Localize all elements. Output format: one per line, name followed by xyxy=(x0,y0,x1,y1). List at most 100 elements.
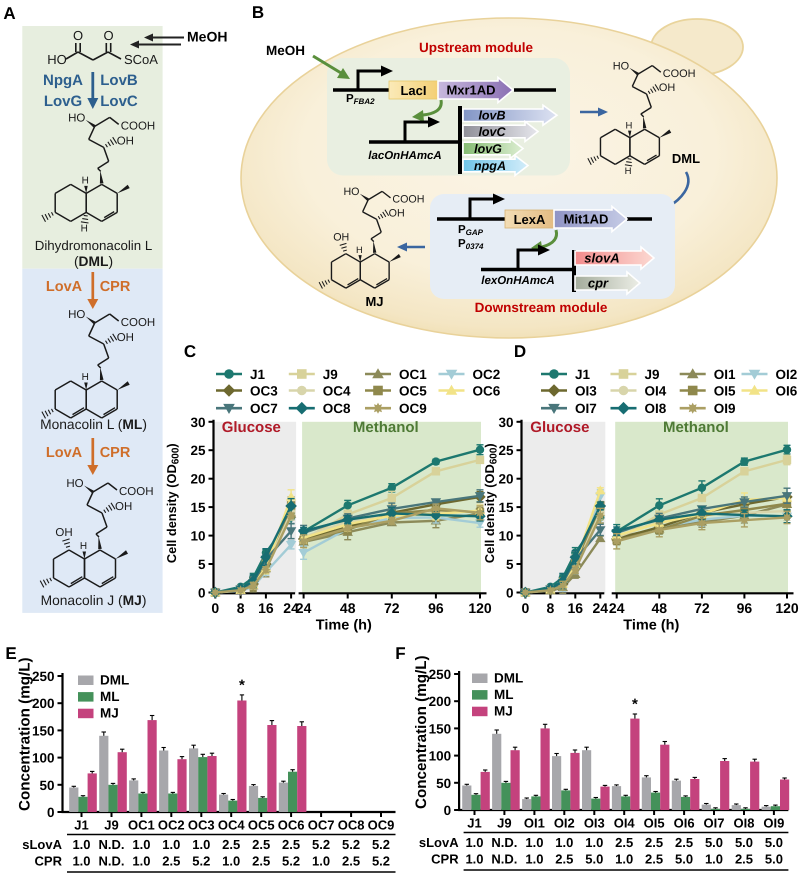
svg-text:OC8: OC8 xyxy=(338,818,365,833)
svg-text:OH: OH xyxy=(117,135,134,147)
svg-text:OC4: OC4 xyxy=(218,818,246,833)
svg-text:0: 0 xyxy=(444,803,452,818)
svg-text:sLovA: sLovA xyxy=(22,837,62,852)
svg-text:16: 16 xyxy=(568,600,584,616)
svg-text:OC3: OC3 xyxy=(250,384,278,399)
svg-text:5.0: 5.0 xyxy=(675,852,693,867)
svg-text:Glucose: Glucose xyxy=(222,419,281,436)
svg-text:OC6: OC6 xyxy=(278,818,305,833)
svg-text:O: O xyxy=(103,28,113,43)
svg-text:DML: DML xyxy=(672,151,700,166)
svg-text:MJ: MJ xyxy=(494,704,513,719)
svg-text:24: 24 xyxy=(283,600,299,616)
svg-text:OH: OH xyxy=(389,208,405,219)
svg-text:OC7: OC7 xyxy=(250,401,278,416)
svg-text:Time (h): Time (h) xyxy=(623,618,679,634)
svg-text:0: 0 xyxy=(47,805,55,820)
svg-text:5: 5 xyxy=(506,557,514,572)
svg-text:120: 120 xyxy=(775,600,799,616)
svg-text:72: 72 xyxy=(694,600,710,616)
svg-text:1.0: 1.0 xyxy=(615,852,633,867)
svg-text:P0374: P0374 xyxy=(458,238,484,251)
svg-text:F: F xyxy=(395,644,405,663)
svg-text:J1: J1 xyxy=(575,367,591,382)
svg-text:1.0: 1.0 xyxy=(162,837,180,852)
svg-text:Concentration (mg/L): Concentration (mg/L) xyxy=(413,655,430,809)
svg-text:OI5: OI5 xyxy=(714,384,736,399)
svg-text:Methanol: Methanol xyxy=(663,419,729,436)
svg-text:H: H xyxy=(625,166,632,176)
svg-text:OI7: OI7 xyxy=(704,816,725,831)
svg-text:OI6: OI6 xyxy=(776,384,798,399)
svg-text:Monacolin J (MJ): Monacolin J (MJ) xyxy=(41,593,147,608)
svg-text:OI3: OI3 xyxy=(584,816,605,831)
svg-text:lovG: lovG xyxy=(474,142,502,156)
svg-text:LovG: LovG xyxy=(44,93,82,110)
svg-text:D: D xyxy=(514,342,526,361)
svg-text:OC8: OC8 xyxy=(323,401,351,416)
svg-text:1.0: 1.0 xyxy=(222,854,240,869)
svg-text:OC3: OC3 xyxy=(188,818,215,833)
svg-text:OC2: OC2 xyxy=(158,818,185,833)
svg-text:100: 100 xyxy=(32,751,55,766)
svg-text:COOH: COOH xyxy=(121,120,156,132)
svg-text:48: 48 xyxy=(652,600,668,616)
svg-text:16: 16 xyxy=(258,600,274,616)
svg-text:10: 10 xyxy=(190,529,205,544)
svg-text:20: 20 xyxy=(190,472,205,487)
svg-text:H: H xyxy=(80,541,87,552)
svg-text:J9: J9 xyxy=(323,367,338,382)
svg-text:OI4: OI4 xyxy=(645,384,667,399)
svg-text:DML: DML xyxy=(494,671,523,686)
svg-text:OC9: OC9 xyxy=(368,818,395,833)
svg-text:lexOnHAmcA: lexOnHAmcA xyxy=(481,275,555,287)
svg-text:Dihydromonacolin L: Dihydromonacolin L xyxy=(35,238,153,253)
svg-text:OI6: OI6 xyxy=(674,816,695,831)
svg-text:J1: J1 xyxy=(74,818,88,833)
svg-text:B: B xyxy=(252,3,264,22)
svg-text:lovB: lovB xyxy=(478,109,505,123)
svg-text:OH: OH xyxy=(115,501,132,513)
svg-text:OC7: OC7 xyxy=(308,818,335,833)
svg-text:lacOnHAmcA: lacOnHAmcA xyxy=(368,150,442,162)
svg-text:C: C xyxy=(184,342,196,361)
svg-text:J9: J9 xyxy=(645,367,660,382)
svg-text:CPR: CPR xyxy=(35,854,63,869)
svg-text:250: 250 xyxy=(429,667,452,682)
svg-text:1.0: 1.0 xyxy=(525,852,543,867)
svg-text:0: 0 xyxy=(506,586,514,601)
svg-text:OI1: OI1 xyxy=(714,367,736,382)
svg-text:120: 120 xyxy=(468,600,492,616)
svg-text:ML: ML xyxy=(494,687,514,702)
svg-text:5.0: 5.0 xyxy=(765,852,783,867)
svg-text:1.0: 1.0 xyxy=(465,852,483,867)
svg-text:1.0: 1.0 xyxy=(192,837,210,852)
svg-text:J1: J1 xyxy=(467,816,481,831)
svg-text:2.5: 2.5 xyxy=(252,854,270,869)
svg-text:PGAP: PGAP xyxy=(458,224,484,237)
svg-text:sLovA: sLovA xyxy=(419,835,459,850)
svg-text:OH: OH xyxy=(333,232,349,243)
svg-text:OI2: OI2 xyxy=(776,367,798,382)
svg-text:200: 200 xyxy=(429,694,452,709)
svg-text:72: 72 xyxy=(384,600,400,616)
svg-text:npgA: npgA xyxy=(474,159,506,173)
svg-text:OC4: OC4 xyxy=(323,384,351,399)
svg-text:OC5: OC5 xyxy=(248,818,275,833)
svg-text:5.0: 5.0 xyxy=(735,835,753,850)
svg-text:5.0: 5.0 xyxy=(705,835,723,850)
svg-text:OC1: OC1 xyxy=(128,818,155,833)
svg-text:H: H xyxy=(81,223,88,234)
svg-text:2.5: 2.5 xyxy=(252,837,270,852)
svg-text:NpgA: NpgA xyxy=(43,72,83,89)
svg-text:OI9: OI9 xyxy=(763,816,784,831)
svg-text:Downstream module: Downstream module xyxy=(475,300,608,315)
svg-text:N.D.: N.D. xyxy=(491,852,517,867)
svg-text:N.D.: N.D. xyxy=(99,854,125,869)
svg-text:96: 96 xyxy=(428,600,444,616)
svg-text:10: 10 xyxy=(498,529,513,544)
svg-text:Concentration (mg/L): Concentration (mg/L) xyxy=(17,657,34,811)
svg-text:2.5: 2.5 xyxy=(555,852,573,867)
svg-text:OC5: OC5 xyxy=(399,384,427,399)
svg-text:LovA: LovA xyxy=(46,279,83,295)
